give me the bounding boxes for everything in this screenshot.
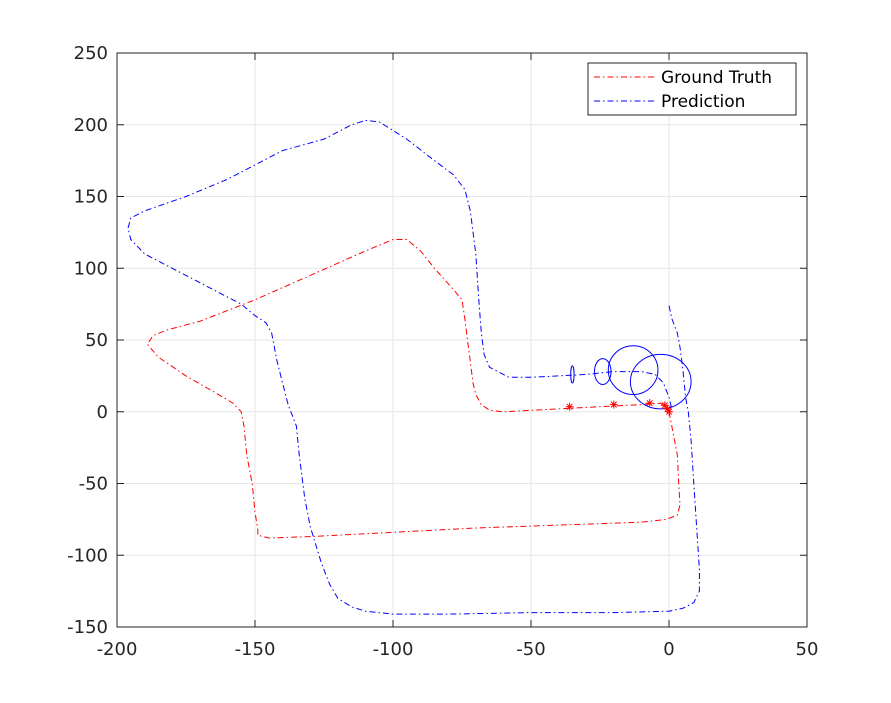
marker-2: [645, 399, 654, 408]
y-tick-label: 100: [74, 258, 108, 279]
uncertainty-ellipse-2: [607, 345, 659, 396]
x-tick-label: 0: [663, 639, 674, 660]
x-tick-label: -150: [235, 639, 276, 660]
tick-labels: -200 -150 -100 -50 0 50-150-100-5005010015020…: [67, 43, 818, 660]
uncertainty-ellipse-1: [593, 358, 612, 385]
marker-0: [565, 402, 574, 411]
legend-box: [587, 62, 797, 116]
x-tick-label: -200: [97, 639, 138, 660]
y-tick-label: 200: [74, 115, 108, 136]
marker-stroke: [566, 403, 573, 410]
marker-5: [665, 407, 673, 416]
legend-label-0: Ground Truth: [661, 68, 772, 88]
legend: Ground Truth Prediction: [587, 62, 797, 116]
marker-3: [660, 401, 669, 410]
y-tick-label: 0: [97, 402, 108, 423]
marker-1: [609, 400, 618, 409]
x-tick-label: 50: [796, 639, 819, 660]
marker-stroke: [646, 399, 653, 407]
x-tick-label: -50: [516, 639, 545, 660]
series-line-0: [146, 239, 681, 539]
marker-stroke: [610, 401, 617, 408]
uncertainty-ellipses: [570, 345, 692, 410]
y-tick-label: -100: [67, 545, 108, 566]
ticks: [116, 52, 808, 628]
y-tick-label: -50: [79, 474, 108, 495]
uncertainty-ellipse-0: [570, 365, 575, 384]
series-layer: [127, 119, 700, 615]
uncertainty-ellipse-3: [629, 353, 692, 410]
y-tick-label: 150: [74, 187, 108, 208]
legend-label-1: Prediction: [661, 92, 745, 112]
y-tick-label: -150: [67, 617, 108, 638]
x-tick-label: -100: [373, 639, 414, 660]
series-line-1: [127, 119, 700, 615]
marker-stroke: [661, 402, 669, 409]
y-tick-label: 250: [74, 43, 108, 64]
marker-stroke: [665, 408, 673, 415]
ground-truth-markers: [565, 399, 673, 416]
y-tick-label: 50: [85, 330, 108, 351]
marker-stroke: [664, 405, 671, 413]
